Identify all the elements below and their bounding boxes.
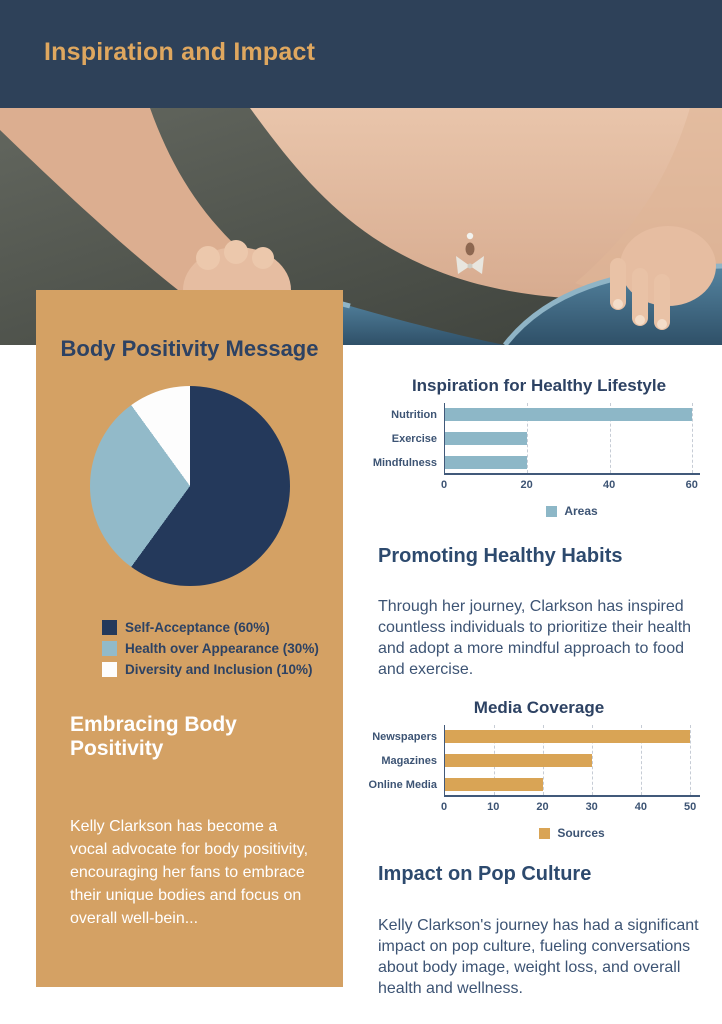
- category-label: Mindfulness: [372, 457, 437, 469]
- legend-label: Health over Appearance (30%): [125, 641, 319, 656]
- legend-label: Self-Acceptance (60%): [125, 620, 270, 635]
- legend-swatch: [102, 620, 117, 635]
- pie-legend: Self-Acceptance (60%) Health over Appeara…: [102, 620, 343, 677]
- chart-title: Inspiration for Healthy Lifestyle: [411, 376, 667, 395]
- legend-item: Health over Appearance (30%): [102, 641, 343, 656]
- panel-heading: Embracing Body Positivity: [70, 713, 237, 760]
- axis-tick: 40: [634, 801, 648, 813]
- legend-label: Sources: [557, 826, 605, 840]
- x-axis-ticks: 0 20 40 60: [440, 479, 700, 495]
- navel-piercing: [456, 232, 484, 274]
- hand-on-hip: [610, 226, 716, 330]
- category-label: Magazines: [381, 755, 437, 767]
- legend-swatch: [546, 505, 558, 517]
- axis-tick: 50: [684, 801, 697, 813]
- chart-legend: Areas: [378, 504, 700, 518]
- pie-chart: [89, 386, 290, 586]
- gridline: [592, 725, 594, 795]
- axis-tick: 10: [487, 801, 500, 813]
- section-heading-healthy-habits: Promoting Healthy Habits: [378, 545, 623, 567]
- axis-tick: 30: [585, 801, 598, 813]
- gridline: [691, 403, 693, 473]
- category-label: Exercise: [391, 433, 437, 445]
- gridline: [690, 725, 692, 795]
- category-label: Online Media: [368, 779, 437, 791]
- bar-exercise: [445, 432, 528, 445]
- bar-magazines: [445, 754, 593, 767]
- torso: [250, 108, 722, 301]
- bar-chart-media-coverage: Media Coverage Newspapers Magazines Online…: [368, 698, 700, 840]
- axis-tick: 20: [520, 479, 533, 491]
- section-body-healthy-habits: Through her journey, Clarkson has inspir…: [378, 598, 692, 678]
- x-axis-ticks: 0 10 20 30 40 50: [440, 801, 700, 817]
- knuckle: [252, 247, 274, 269]
- bar-mindfulness: [445, 456, 528, 469]
- body-positivity-panel: Body Positivity Message Self-Acceptance …: [36, 290, 343, 987]
- section-heading-pop-culture: Impact on Pop Culture: [378, 863, 592, 885]
- plot-area: [444, 403, 700, 475]
- category-labels: Newspapers Magazines Online Media: [368, 725, 444, 817]
- legend-swatch: [102, 641, 117, 656]
- gridline: [609, 403, 611, 473]
- legend-label: Areas: [564, 504, 598, 518]
- axis-tick: 0: [440, 801, 448, 813]
- legend-swatch: [102, 662, 117, 677]
- plot-area: [444, 725, 700, 797]
- knuckle: [196, 246, 220, 270]
- axis-tick: 20: [536, 801, 549, 813]
- pie-chart-title: Body Positivity Message: [60, 336, 319, 361]
- knuckle: [224, 240, 248, 264]
- page-header: Inspiration and Impact: [0, 0, 722, 108]
- panel-body-text: Kelly Clarkson has become a vocal advoca…: [70, 818, 309, 927]
- bar-chart-healthy-lifestyle: Inspiration for Healthy Lifestyle Nutrit…: [372, 376, 700, 518]
- page-title: Inspiration and Impact: [44, 38, 316, 66]
- chart-legend: Sources: [378, 826, 700, 840]
- bar-nutrition: [445, 408, 692, 421]
- chart-canvas: Newspapers Magazines Online Media 0 10 20 30 40…: [368, 725, 700, 817]
- legend-item: Self-Acceptance (60%): [102, 620, 343, 635]
- legend-swatch: [539, 827, 551, 839]
- category-label: Newspapers: [372, 731, 437, 743]
- axis-tick: 40: [603, 479, 616, 491]
- gridline: [527, 403, 529, 473]
- category-labels: Nutrition Exercise Mindfulness: [372, 403, 444, 495]
- bar-newspapers: [445, 730, 691, 743]
- gridline: [641, 725, 643, 795]
- legend-item: Diversity and Inclusion (10%): [102, 662, 343, 677]
- category-label: Nutrition: [391, 409, 437, 421]
- chart-title: Media Coverage: [473, 698, 605, 717]
- section-body-pop-culture: Kelly Clarkson's journey has had a signi…: [378, 917, 699, 997]
- legend-label: Diversity and Inclusion (10%): [125, 662, 313, 677]
- bar-online-media: [445, 778, 544, 791]
- axis-tick: 0: [440, 479, 448, 491]
- axis-tick: 60: [685, 479, 698, 491]
- chart-canvas: Nutrition Exercise Mindfulness 0 20 40 60: [372, 403, 700, 495]
